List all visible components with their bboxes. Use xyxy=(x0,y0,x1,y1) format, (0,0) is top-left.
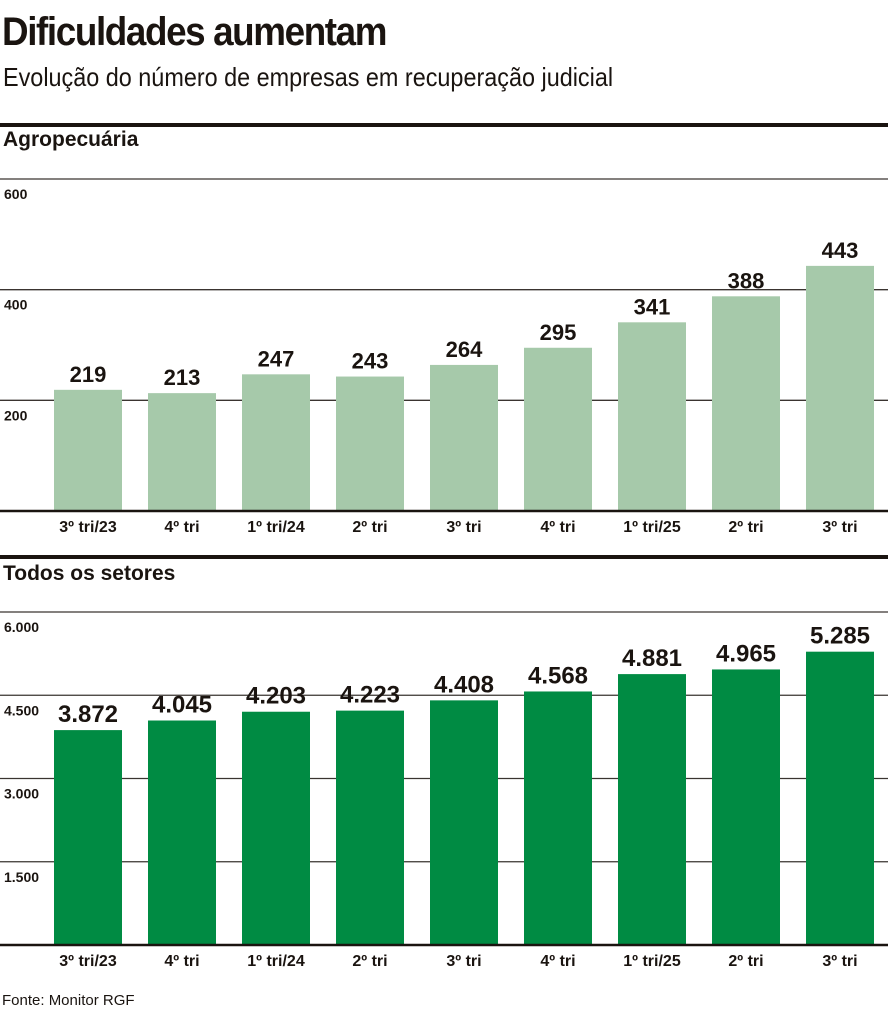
bar-agro xyxy=(336,376,404,511)
y-tick-label: 1.500 xyxy=(4,869,39,885)
x-tick-label: 2º tri xyxy=(728,953,763,970)
x-tick-label: 3º tri xyxy=(822,953,857,970)
x-tick-label: 4º tri xyxy=(164,519,199,536)
y-tick-label: 3.000 xyxy=(4,786,39,802)
bar-todos xyxy=(336,710,404,945)
value-label: 4.045 xyxy=(152,692,212,719)
divider xyxy=(0,555,888,559)
value-label: 388 xyxy=(728,268,765,293)
y-tick-label: 4.500 xyxy=(4,702,39,718)
bar-todos xyxy=(54,730,122,945)
x-tick-label: 3º tri/23 xyxy=(59,519,117,536)
y-tick-label: 600 xyxy=(4,186,28,202)
bar-todos xyxy=(430,700,498,945)
x-tick-label: 2º tri xyxy=(352,953,387,970)
x-tick-label: 1º tri/25 xyxy=(623,519,681,536)
bar-todos xyxy=(618,674,686,945)
bar-agro xyxy=(712,296,780,511)
bar-todos xyxy=(712,669,780,945)
bar-agro xyxy=(618,322,686,511)
value-label: 264 xyxy=(446,337,483,362)
chart-subtitle: Evolução do número de empresas em recupe… xyxy=(3,62,614,92)
x-tick-label: 1º tri/24 xyxy=(247,953,305,970)
x-tick-label: 3º tri xyxy=(446,953,481,970)
bar-todos xyxy=(524,691,592,945)
value-label: 4.568 xyxy=(528,662,588,689)
y-tick-label: 6.000 xyxy=(4,619,39,635)
value-label: 5.285 xyxy=(810,623,870,650)
value-label: 247 xyxy=(258,346,295,371)
x-tick-label: 4º tri xyxy=(164,953,199,970)
section-title-todos: Todos os setores xyxy=(3,562,176,585)
bar-todos xyxy=(148,720,216,945)
bar-agro xyxy=(242,374,310,511)
value-label: 295 xyxy=(540,320,577,345)
x-tick-label: 3º tri/23 xyxy=(59,953,117,970)
x-tick-label: 1º tri/25 xyxy=(623,953,681,970)
source-note: Fonte: Monitor RGF xyxy=(2,992,135,1009)
bar-todos xyxy=(242,711,310,945)
x-tick-label: 4º tri xyxy=(540,953,575,970)
chart-title: Dificuldades aumentam xyxy=(2,10,387,54)
divider xyxy=(0,123,888,127)
bar-agro xyxy=(806,265,874,511)
value-label: 3.872 xyxy=(58,701,118,728)
value-label: 4.223 xyxy=(340,682,400,709)
value-label: 4.203 xyxy=(246,683,306,710)
value-label: 341 xyxy=(634,294,671,319)
y-tick-label: 200 xyxy=(4,407,28,423)
bar-agro xyxy=(54,389,122,511)
bar-agro xyxy=(148,393,216,511)
value-label: 4.965 xyxy=(716,640,776,667)
value-label: 443 xyxy=(822,238,859,263)
y-tick-label: 400 xyxy=(4,297,28,313)
x-tick-label: 4º tri xyxy=(540,519,575,536)
section-title-agro: Agropecuária xyxy=(3,128,139,151)
x-tick-label: 1º tri/24 xyxy=(247,519,305,536)
bar-todos xyxy=(806,651,874,945)
value-label: 4.408 xyxy=(434,671,494,698)
x-tick-label: 3º tri xyxy=(446,519,481,536)
value-label: 4.881 xyxy=(622,645,682,672)
value-label: 219 xyxy=(70,362,107,387)
value-label: 243 xyxy=(352,349,389,374)
bar-agro xyxy=(430,364,498,511)
x-tick-label: 2º tri xyxy=(728,519,763,536)
bar-agro xyxy=(524,347,592,511)
x-tick-label: 3º tri xyxy=(822,519,857,536)
x-tick-label: 2º tri xyxy=(352,519,387,536)
value-label: 213 xyxy=(164,365,201,390)
